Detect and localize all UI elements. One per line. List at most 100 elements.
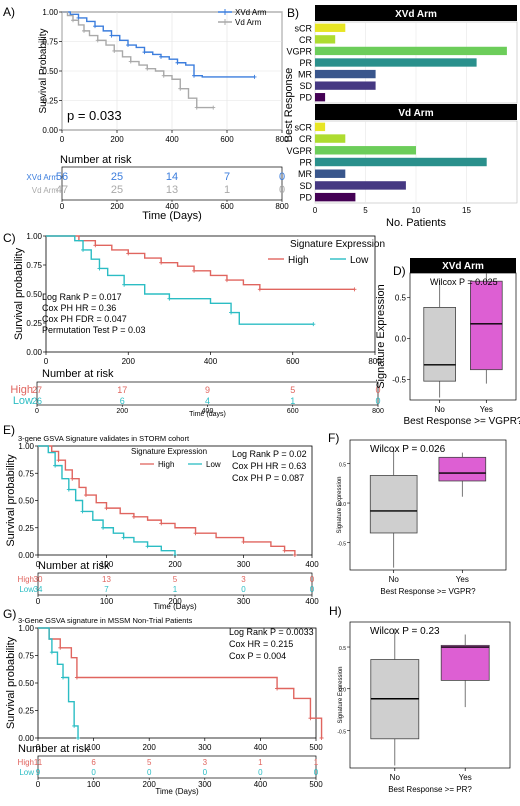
- panel-g-risk-x-tick-label: 400: [254, 780, 268, 789]
- panel-d-box-no: [423, 307, 456, 382]
- panel-e-legend-label: Low: [206, 460, 221, 469]
- panel-d-letter: D): [393, 264, 406, 278]
- panel-e-stat-annotation: Cox PH HR = 0.63: [232, 461, 306, 471]
- panel-e-censor-mark: [241, 539, 246, 544]
- panel-b-bar-pd: [315, 93, 326, 102]
- panel-g-censor-mark: [49, 650, 54, 655]
- panel-e-y-tick-label: 0.75: [18, 469, 34, 478]
- panel-b-bar-sd: [315, 81, 376, 90]
- panel-a-series-vd-arm: [62, 11, 214, 109]
- panel-b-category-label: PD: [299, 93, 312, 103]
- panel-e-risk-value: 34: [34, 585, 43, 594]
- panel-a-x-tick-label: 800: [275, 135, 289, 144]
- panel-a-legend-mark: [222, 9, 228, 15]
- panel-a-censor-mark: [95, 38, 100, 43]
- panel-c-x-tick-label: 400: [204, 357, 218, 366]
- panel-b-category-label: sCR: [295, 23, 313, 33]
- panel-b-bar-vgpr: [315, 46, 507, 56]
- panel-c-y-tick-label: 0.75: [26, 261, 42, 270]
- panel-b-facet-header: [315, 104, 517, 120]
- panel-g-risk-value: 0: [91, 768, 96, 777]
- panel-e-risk-value: 13: [102, 575, 111, 584]
- panel-a-risk-value: 1: [224, 184, 230, 196]
- panel-g-censor-mark: [72, 723, 77, 728]
- panel-h-y-axis-label: Signature Expression: [338, 666, 344, 723]
- panel-g-risk-value: 1: [258, 758, 263, 767]
- panel-b-letter: B): [287, 6, 299, 20]
- panel-g-censor-mark: [308, 716, 313, 721]
- panel-e-y-axis-label: Survival probability: [5, 454, 17, 547]
- panel-e-risk-value: 5: [173, 575, 178, 584]
- panel-a-risk-row-label: XVd Arm: [26, 173, 58, 182]
- panel-g-risk-axis-label: Time (Days): [155, 787, 199, 796]
- panel-a-censor-mark: [76, 15, 81, 20]
- panel-e-y-tick-label: 0.50: [18, 497, 34, 506]
- panel-c-risk-axis-label: Time (days): [189, 411, 226, 418]
- panel-g-risk-title: Number at risk: [18, 743, 90, 755]
- panel-b-bar-scr: [315, 23, 346, 32]
- panel-a-x-tick-label: 0: [60, 135, 65, 144]
- panel-e-risk-value: 7: [104, 585, 109, 594]
- panel-c-censor-mark: [122, 282, 127, 287]
- panel-g-risk-value: 0: [147, 768, 152, 777]
- panel-e-risk-value: 1: [173, 585, 178, 594]
- panel-d-plot-frame: [409, 272, 517, 401]
- panel-c-stat-annotation: Log Rank P = 0.017: [42, 292, 122, 302]
- panel-c-stat-annotation: Cox PH HR = 0.36: [42, 303, 116, 313]
- panel-b-x-tick-label: 0: [313, 206, 318, 215]
- panel-h-category-label: No: [390, 773, 401, 782]
- panel-b-bar-sd: [315, 181, 406, 190]
- panel-c-censor-mark: [257, 287, 262, 292]
- panel-c-risk-value: 27: [32, 385, 42, 395]
- panel-d-y-tick-label: 0.5: [395, 294, 407, 303]
- panel-g-censor-mark: [76, 736, 81, 740]
- panel-h-stat-annotation: Wilcox P = 0.23: [370, 626, 440, 637]
- panel-c-x-tick-label: 0: [44, 357, 49, 366]
- panel-a-risk-value: 47: [56, 184, 68, 196]
- panel-h-category-label: Yes: [459, 773, 472, 782]
- panel-a-risk-value: 25: [111, 184, 123, 196]
- panel-e-censor-mark: [131, 514, 136, 519]
- panel-g-risk-x-tick-label: 100: [87, 780, 101, 789]
- panel-g-series-low: [38, 627, 79, 738]
- panel-a-risk-row-label: Vd Arm: [32, 186, 59, 195]
- panel-c-stat-annotation: Cox PH FDR = 0.047: [42, 314, 127, 324]
- panel-d-stat-annotation: Wilcox P = 0.025: [430, 277, 498, 287]
- panel-b-category-label: VGPR: [286, 46, 312, 56]
- panel-d-box-yes: [470, 280, 503, 371]
- panel-b-category-label: CR: [299, 134, 312, 144]
- panel-e-censor-mark: [121, 535, 126, 540]
- panel-f-letter: F): [328, 431, 339, 445]
- panel-f-plot-frame: [349, 439, 507, 571]
- panel-g-risk-value: 0: [258, 768, 263, 777]
- panel-a-risk-x-tick-label: 800: [275, 202, 289, 211]
- panel-a-risk-value: 13: [166, 184, 178, 196]
- panel-e-x-tick-label: 100: [100, 560, 114, 569]
- panel-b-bar-cr: [315, 134, 346, 143]
- panel-c-censor-mark: [224, 278, 229, 283]
- panel-b-bar-cr: [315, 35, 336, 44]
- panel-g-x-tick-label: 300: [198, 743, 212, 752]
- panel-g-x-tick-label: 200: [143, 743, 157, 752]
- panel-c-censor-mark: [126, 251, 131, 256]
- panel-e-risk-x-tick-label: 400: [305, 597, 319, 606]
- panel-g-risk-row-label: High: [18, 758, 34, 767]
- panel-b-facet-title: Vd Arm: [398, 108, 433, 119]
- panel-e-censor-mark: [292, 553, 297, 557]
- panel-b-category-label: PR: [299, 158, 312, 168]
- panel-e-stat-annotation: Cox PH P = 0.087: [232, 473, 304, 483]
- panel-b-category-label: SD: [299, 181, 312, 191]
- panel-b-bar-mr: [315, 69, 376, 79]
- panel-e-x-tick-label: 400: [305, 560, 319, 569]
- panel-a-risk-x-tick-label: 400: [165, 202, 179, 211]
- panel-b-facet-title: XVd Arm: [395, 9, 437, 20]
- panel-d-y-tick-label: -0.5: [392, 376, 406, 385]
- panel-b-bar-pd: [315, 192, 356, 202]
- panel-e-censor-mark: [282, 548, 287, 553]
- panel-d-y-axis-label: Signature Expression: [375, 284, 387, 389]
- panel-c-legend-title: Signature Expression: [290, 239, 385, 250]
- panel-c-stat-annotation: Permutation Test P = 0.03: [42, 325, 145, 335]
- panel-e-y-tick-label: 1.00: [18, 442, 34, 451]
- panel-g-letter: G): [3, 607, 16, 621]
- panel-g-stat-annotation: Cox HR = 0.215: [229, 639, 293, 649]
